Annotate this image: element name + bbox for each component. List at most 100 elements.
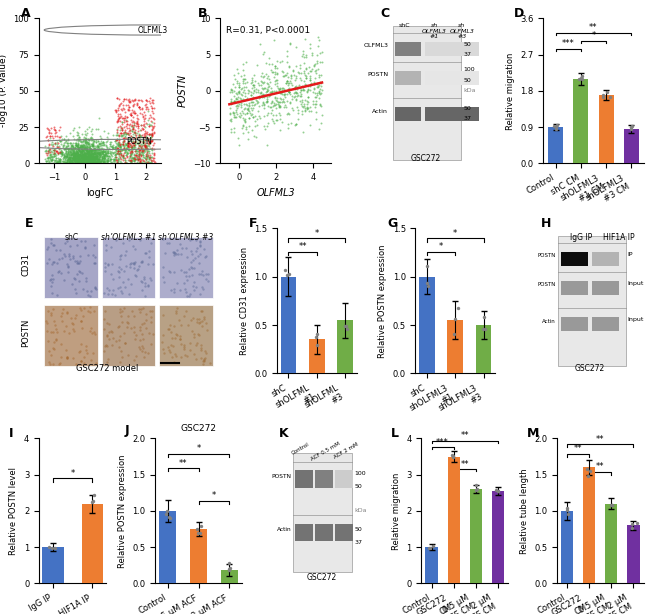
Point [125, 150, 136, 160]
Point [170, 249, 181, 258]
Point [161, 238, 172, 248]
Point [63, 144, 73, 154]
Point [137, 286, 148, 295]
Point [42, 142, 53, 152]
Point [142, 134, 153, 144]
Point [58, 134, 69, 144]
Point [447, 451, 458, 460]
Point [255, 93, 265, 103]
Point [309, 83, 320, 93]
Point [72, 142, 83, 152]
Point [99, 147, 109, 157]
Point [132, 117, 142, 126]
Point [70, 158, 81, 168]
Point [89, 258, 99, 268]
Point [55, 157, 65, 167]
Point [52, 157, 62, 167]
Point [192, 329, 203, 339]
Point [94, 153, 105, 163]
Point [293, 67, 304, 77]
Point [84, 153, 95, 163]
Point [99, 150, 109, 160]
Point [231, 101, 241, 111]
Point [124, 262, 135, 272]
Point [91, 157, 101, 167]
Point [90, 156, 101, 166]
Point [94, 152, 105, 162]
Point [53, 156, 64, 166]
Point [278, 71, 288, 81]
Point [232, 90, 242, 99]
Point [149, 127, 159, 137]
Point [285, 73, 296, 83]
Point [46, 146, 56, 156]
Point [282, 72, 293, 82]
Point [182, 252, 192, 262]
Point [84, 144, 95, 154]
Point [118, 150, 128, 160]
Point [263, 108, 274, 118]
Y-axis label: Relative POSTN expression: Relative POSTN expression [378, 244, 387, 357]
Point [201, 348, 211, 358]
Point [118, 103, 128, 112]
Point [140, 154, 150, 163]
Point [67, 147, 77, 157]
Point [243, 134, 254, 144]
Point [81, 154, 92, 163]
Point [113, 283, 124, 293]
Bar [159, 511, 176, 583]
Point [111, 144, 122, 154]
Point [121, 261, 131, 271]
Point [272, 93, 282, 103]
Point [116, 111, 126, 121]
Point [233, 96, 244, 106]
Point [79, 150, 89, 160]
Point [60, 146, 71, 156]
Point [126, 149, 136, 158]
Point [311, 92, 321, 102]
Point [96, 148, 106, 158]
Point [264, 53, 274, 63]
Point [43, 243, 53, 252]
Point [88, 141, 99, 151]
Point [94, 139, 105, 149]
Point [135, 142, 146, 152]
Point [103, 260, 113, 270]
Point [168, 247, 178, 257]
Point [229, 96, 239, 106]
Point [73, 132, 84, 142]
Point [85, 149, 96, 159]
Point [73, 146, 83, 155]
Point [116, 148, 126, 158]
Point [194, 269, 205, 279]
Point [96, 136, 107, 146]
Point [313, 41, 323, 50]
Point [238, 59, 248, 69]
Point [246, 87, 256, 97]
Point [300, 74, 311, 84]
Point [88, 139, 98, 149]
Point [315, 49, 326, 58]
Point [75, 149, 86, 159]
Point [75, 156, 85, 166]
Point [73, 158, 83, 168]
Point [268, 72, 279, 82]
Point [50, 138, 60, 148]
Point [275, 88, 285, 98]
Point [142, 259, 153, 269]
Point [92, 149, 103, 158]
Point [65, 152, 75, 162]
Point [93, 149, 103, 159]
Point [75, 147, 86, 157]
Point [58, 141, 68, 150]
Point [149, 156, 159, 166]
Point [168, 267, 179, 277]
Point [112, 144, 122, 154]
Point [116, 145, 127, 155]
Point [198, 360, 209, 370]
Bar [159, 237, 213, 298]
Point [577, 71, 587, 81]
Point [133, 154, 143, 164]
Point [471, 480, 481, 490]
Point [285, 88, 295, 98]
